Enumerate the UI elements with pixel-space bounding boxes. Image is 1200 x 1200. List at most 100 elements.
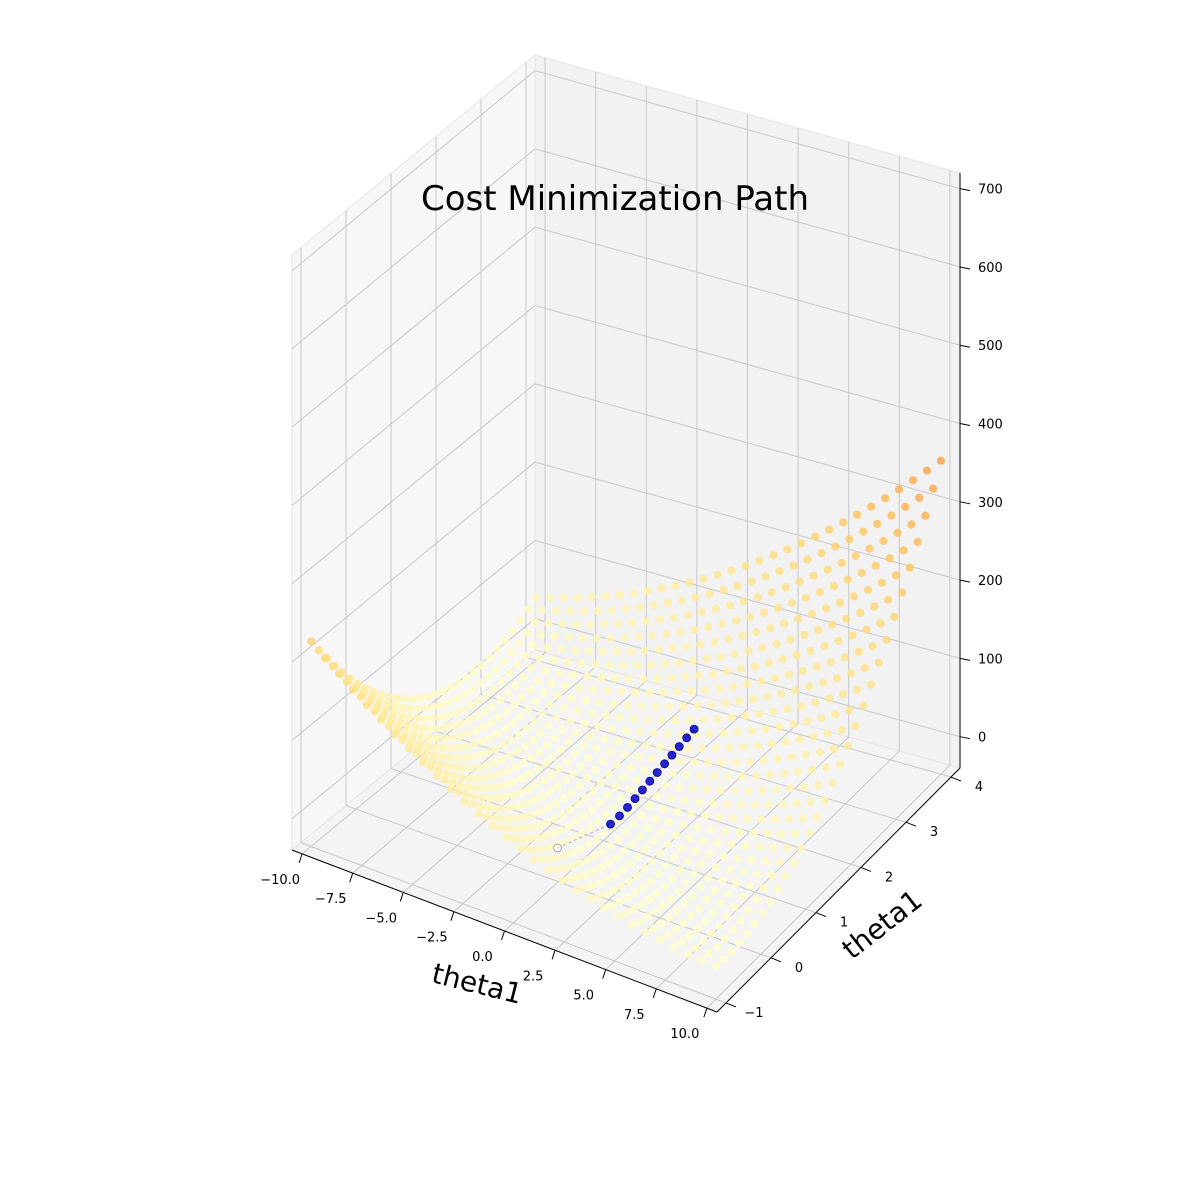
- surface-point: [787, 599, 797, 608]
- surface-point: [775, 722, 784, 731]
- surface-point: [750, 801, 759, 810]
- surface-point: [806, 797, 815, 807]
- surface-point: [761, 857, 770, 866]
- surface-point: [490, 684, 499, 693]
- surface-point: [795, 577, 804, 586]
- z-gridline: [291, 383, 961, 585]
- surface-point: [804, 682, 814, 691]
- surface-point: [522, 628, 531, 638]
- z-tick-label: 400: [978, 418, 1003, 433]
- surface-point: [443, 762, 452, 771]
- surface-point: [612, 760, 621, 769]
- surface-point: [783, 545, 792, 554]
- surface-point: [438, 744, 448, 753]
- surface-point: [459, 764, 468, 773]
- x-tick-mark: [703, 1007, 708, 1018]
- surface-point: [527, 823, 536, 832]
- surface-point: [867, 502, 876, 511]
- surface-point: [849, 592, 859, 601]
- x-tick-label: 0.0: [472, 950, 493, 965]
- surface-point: [699, 836, 708, 845]
- surface-point: [773, 885, 783, 894]
- surface-point: [859, 527, 868, 536]
- surface-point: [820, 642, 829, 651]
- surface-point: [694, 798, 704, 807]
- surface-point: [845, 535, 854, 544]
- surface-point: [507, 803, 516, 812]
- surface-point: [635, 603, 645, 612]
- surface-point: [431, 743, 440, 752]
- surface-point: [561, 776, 570, 785]
- surface-point: [542, 741, 552, 750]
- surface-point: [621, 909, 631, 918]
- surface-point: [786, 635, 795, 644]
- surface-point: [635, 917, 645, 926]
- surface-point: [651, 907, 660, 916]
- surface-point: [432, 734, 441, 743]
- surface-point: [415, 694, 424, 703]
- surface-point: [559, 704, 569, 713]
- y-tick-label: 4: [975, 780, 983, 795]
- surface-point: [490, 759, 499, 768]
- surface-point: [454, 743, 463, 752]
- surface-point: [643, 912, 652, 921]
- surface-point: [606, 634, 615, 643]
- surface-point: [690, 757, 699, 767]
- x-tick-label: −10.0: [260, 873, 300, 888]
- surface-point: [559, 593, 569, 603]
- surface-point: [434, 766, 443, 775]
- surface-point: [705, 949, 714, 959]
- surface-point: [542, 643, 552, 652]
- surface-point: [721, 699, 730, 708]
- surface-point: [510, 834, 519, 843]
- surface-point: [716, 786, 725, 795]
- surface-point: [730, 903, 739, 912]
- surface-point: [490, 813, 499, 822]
- surface-point: [735, 828, 744, 837]
- surface-point: [828, 778, 837, 788]
- surface-point: [711, 962, 721, 971]
- surface-point: [750, 662, 759, 671]
- surface-point: [369, 687, 378, 696]
- surface-point: [392, 694, 401, 703]
- surface-point: [474, 696, 483, 705]
- surface-point: [569, 848, 578, 857]
- surface-point: [818, 678, 828, 687]
- surface-point: [609, 803, 618, 812]
- surface-point: [898, 588, 907, 597]
- surface-point: [519, 758, 528, 767]
- surface-point: [794, 767, 803, 777]
- surface-point: [587, 805, 597, 814]
- surface-point: [307, 637, 316, 646]
- surface-point: [856, 608, 865, 618]
- surface-point: [586, 732, 595, 741]
- surface-point: [595, 798, 604, 807]
- surface-point: [865, 544, 874, 553]
- surface-point: [411, 722, 420, 731]
- surface-point: [435, 760, 444, 769]
- surface-point: [710, 637, 719, 647]
- surface-point: [544, 865, 553, 875]
- surface-point: [711, 744, 721, 753]
- surface-point: [558, 810, 567, 819]
- z-tick-mark: [959, 501, 971, 505]
- x-tick-mark: [450, 911, 455, 921]
- surface-point: [778, 655, 787, 664]
- surface-point: [671, 716, 680, 725]
- surface-point: [832, 674, 842, 683]
- surface-point: [617, 795, 626, 804]
- surface-point: [727, 840, 736, 849]
- surface-point: [766, 624, 775, 633]
- surface-point: [738, 631, 747, 640]
- surface-point: [649, 601, 659, 610]
- surface-point: [563, 657, 572, 667]
- surface-point: [659, 805, 668, 814]
- surface-point: [500, 724, 510, 734]
- surface-point: [728, 814, 738, 823]
- surface-point: [713, 942, 722, 951]
- x-gridline: [301, 57, 546, 855]
- surface-point: [727, 947, 736, 956]
- surface-point: [808, 609, 817, 619]
- surface-point: [679, 702, 688, 711]
- z-gridline: [291, 148, 961, 350]
